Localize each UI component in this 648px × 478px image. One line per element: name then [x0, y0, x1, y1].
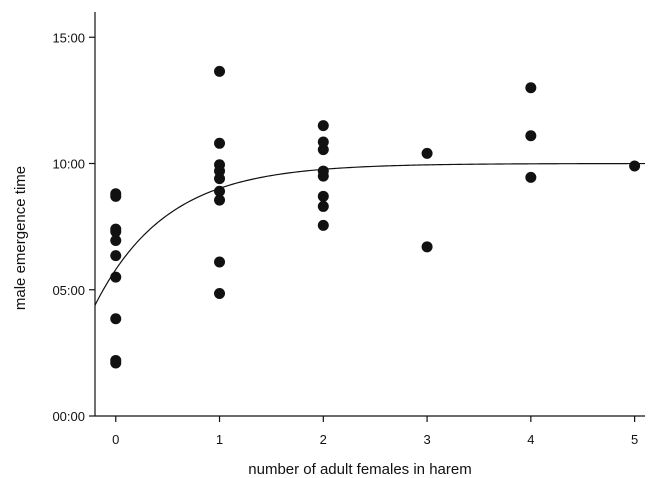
- data-point: [110, 357, 122, 369]
- data-point: [317, 219, 329, 231]
- fitted-curve: [95, 162, 645, 306]
- data-point: [110, 190, 122, 202]
- data-point: [214, 288, 226, 300]
- data-point: [317, 136, 329, 148]
- data-point: [317, 200, 329, 212]
- x-axis-ticks: 0 1 2 3 4 5: [112, 416, 638, 447]
- data-point: [110, 271, 122, 283]
- data-point: [317, 190, 329, 202]
- x-tick-label: 3: [423, 432, 430, 447]
- y-tick-label: 15:00: [52, 30, 85, 45]
- x-tick-label: 1: [216, 432, 223, 447]
- x-axis-label: number of adult females in harem: [248, 461, 471, 478]
- data-point: [110, 313, 122, 325]
- data-point: [525, 130, 537, 142]
- data-point: [214, 137, 226, 149]
- y-tick-label: 00:00: [52, 409, 85, 424]
- x-tick-label: 0: [112, 432, 119, 447]
- x-tick-label: 2: [320, 432, 327, 447]
- axes: [94, 12, 645, 417]
- data-point: [214, 173, 226, 185]
- data-point: [110, 226, 122, 238]
- data-point: [214, 165, 226, 177]
- data-point: [421, 241, 433, 253]
- data-point: [317, 120, 329, 132]
- data-point: [214, 256, 226, 268]
- data-point: [525, 82, 537, 94]
- y-axis-ticks: 00:00 05:00 10:00 15:00: [52, 30, 95, 424]
- data-point: [629, 160, 641, 172]
- data-point: [421, 147, 433, 159]
- data-point: [110, 235, 122, 247]
- y-axis-label: male emergence time: [12, 166, 29, 310]
- data-point: [525, 171, 537, 183]
- x-tick-label: 5: [631, 432, 638, 447]
- data-point: [214, 194, 226, 206]
- data-point: [214, 185, 226, 197]
- data-point: [214, 65, 226, 77]
- data-point: [317, 170, 329, 182]
- data-point: [110, 250, 122, 262]
- y-tick-label: 10:00: [52, 157, 85, 172]
- data-point: [317, 144, 329, 156]
- data-points: [110, 65, 641, 369]
- y-tick-label: 05:00: [52, 283, 85, 298]
- x-tick-label: 4: [527, 432, 534, 447]
